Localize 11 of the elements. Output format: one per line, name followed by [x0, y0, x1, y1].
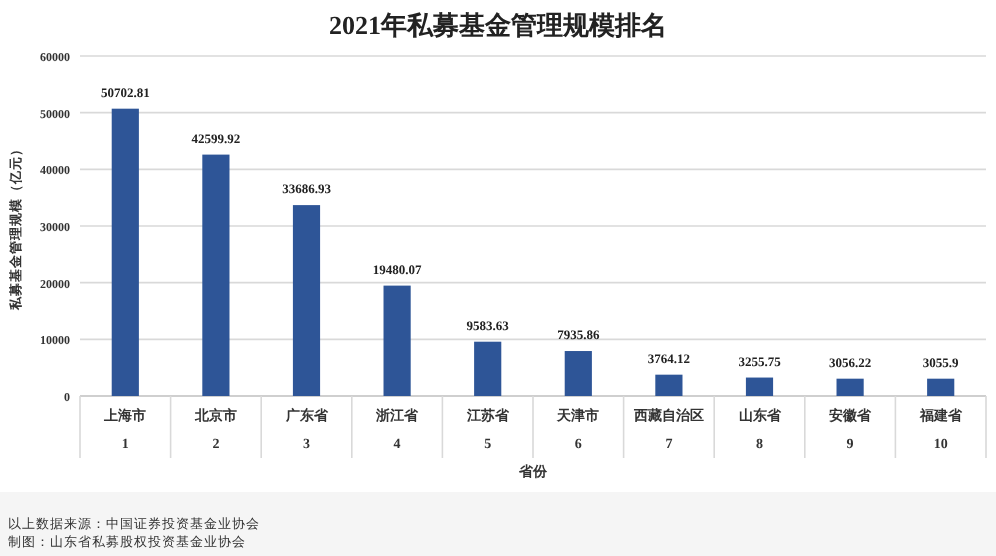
bar — [564, 351, 592, 396]
bar — [292, 205, 321, 396]
bar — [383, 285, 411, 396]
bar — [927, 378, 955, 396]
bar — [111, 108, 139, 396]
bar — [474, 341, 502, 396]
bar — [836, 378, 864, 396]
bar — [745, 377, 774, 396]
chart-title: 2021年私募基金管理规模排名 — [329, 10, 667, 40]
bar — [202, 154, 230, 396]
bar — [655, 374, 683, 396]
